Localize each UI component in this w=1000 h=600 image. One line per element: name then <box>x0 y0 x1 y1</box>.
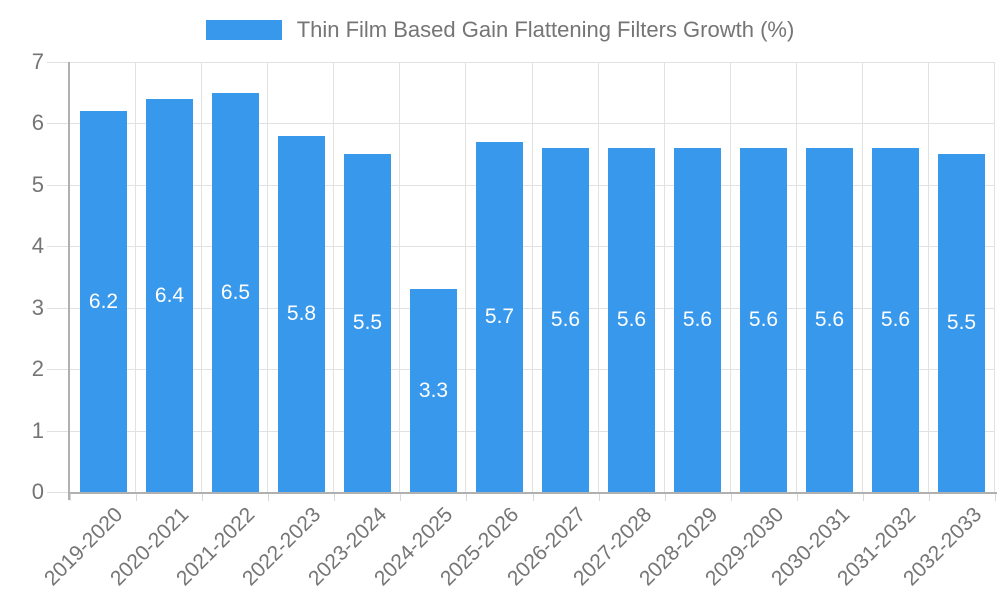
bar-2026-2027: 5.6 <box>542 148 589 492</box>
v-gridline <box>928 62 929 492</box>
v-gridline <box>796 62 797 492</box>
v-gridline <box>730 62 731 492</box>
y-tick <box>47 62 68 63</box>
bar-value-label: 6.2 <box>88 289 119 313</box>
x-tick <box>863 494 864 501</box>
x-tick <box>533 494 534 501</box>
bar-2030-2031: 5.6 <box>806 148 853 492</box>
y-tick <box>47 492 68 493</box>
bar-value-label: 5.5 <box>352 311 383 334</box>
y-tick <box>47 308 68 309</box>
x-tick <box>400 494 401 501</box>
bar-value-label: 5.7 <box>484 305 515 328</box>
bar-2029-2030: 5.6 <box>740 148 787 492</box>
x-axis-line <box>68 492 997 494</box>
v-gridline <box>135 62 136 492</box>
y-tick-label: 3 <box>31 295 44 320</box>
y-tick-label: 1 <box>31 418 44 443</box>
x-tick <box>202 494 203 501</box>
y-tick-label: 6 <box>31 110 44 135</box>
bar-value-label: 5.5 <box>946 311 977 334</box>
y-tick <box>47 246 68 247</box>
legend-label: Thin Film Based Gain Flattening Filters … <box>296 17 795 42</box>
bar-value-label: 5.6 <box>748 308 779 331</box>
y-tick-label: 5 <box>31 172 44 197</box>
bar-2025-2026: 5.7 <box>476 142 523 492</box>
x-tick <box>995 494 996 501</box>
x-tick <box>797 494 798 501</box>
bar-value-label: 5.6 <box>880 308 911 331</box>
v-gridline <box>465 62 466 492</box>
y-axis-line <box>68 62 70 500</box>
y-tick <box>47 431 68 432</box>
plot-area: 6.2 6.4 6.5 5.8 5.5 3.3 5.7 5.6 5.6 5.6 5.6 5.6 5.6 5… <box>70 62 995 492</box>
v-gridline <box>201 62 202 492</box>
x-tick <box>334 494 335 501</box>
y-tick-label: 2 <box>31 356 44 381</box>
legend-swatch-icon <box>205 20 282 40</box>
v-gridline <box>664 62 665 492</box>
bar-value-label: 5.8 <box>286 302 317 325</box>
v-gridline <box>598 62 599 492</box>
x-tick <box>599 494 600 501</box>
bar-2021-2022: 6.5 <box>212 93 259 492</box>
v-gridline <box>532 62 533 492</box>
v-gridline <box>994 62 995 492</box>
bar-value-label: 5.6 <box>550 308 581 331</box>
bar-2019-2020: 6.2 <box>80 111 127 492</box>
bar-2022-2023: 5.8 <box>278 136 325 492</box>
bar-2028-2029: 5.6 <box>674 148 721 492</box>
bar-value-label: 5.6 <box>682 308 713 331</box>
bar-2032-2033: 5.5 <box>938 154 985 492</box>
y-tick-label: 4 <box>31 233 44 258</box>
x-tick <box>136 494 137 501</box>
bar-value-label: 6.5 <box>220 280 251 304</box>
y-tick <box>47 369 68 370</box>
bar-value-label: 5.6 <box>814 308 845 331</box>
x-tick <box>268 494 269 501</box>
bar-2023-2024: 5.5 <box>344 154 391 492</box>
bar-2024-2025: 3.3 <box>410 289 457 492</box>
y-tick-label: 7 <box>31 49 44 74</box>
v-gridline <box>333 62 334 492</box>
y-tick-label: 0 <box>31 479 44 504</box>
x-tick <box>466 494 467 501</box>
y-tick <box>47 185 68 186</box>
bar-2031-2032: 5.6 <box>872 148 919 492</box>
x-tick <box>665 494 666 501</box>
x-tick <box>731 494 732 501</box>
bar-value-label: 5.6 <box>616 308 647 331</box>
x-tick <box>929 494 930 501</box>
y-tick <box>47 123 68 124</box>
bar-2027-2028: 5.6 <box>608 148 655 492</box>
x-tick <box>70 494 71 501</box>
bar-value-label: 3.3 <box>418 378 449 402</box>
v-gridline <box>267 62 268 492</box>
bar-2020-2021: 6.4 <box>146 99 193 492</box>
v-gridline <box>399 62 400 492</box>
chart-legend: Thin Film Based Gain Flattening Filters … <box>0 17 1000 43</box>
bar-value-label: 6.4 <box>154 283 185 307</box>
v-gridline <box>862 62 863 492</box>
